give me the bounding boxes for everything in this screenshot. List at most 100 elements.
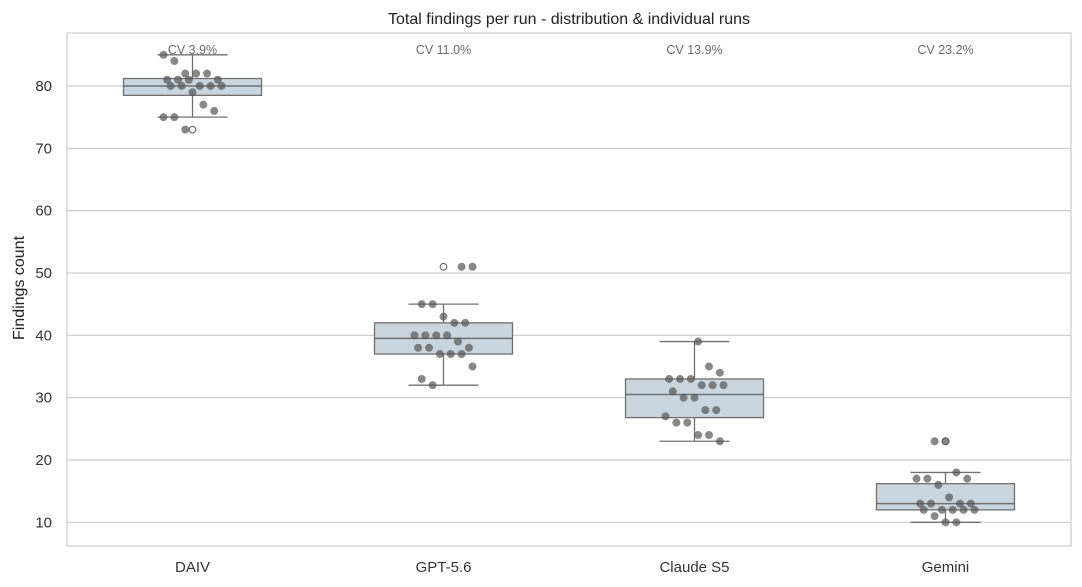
outlier-marker bbox=[439, 262, 448, 271]
run-point bbox=[679, 393, 688, 402]
run-point bbox=[170, 57, 179, 66]
run-point bbox=[457, 350, 466, 359]
run-point bbox=[206, 81, 215, 90]
run-point bbox=[468, 362, 477, 371]
run-point bbox=[694, 431, 703, 440]
run-point bbox=[912, 474, 921, 483]
box-claude-s5 bbox=[624, 340, 765, 442]
y-axis-label: Findings count bbox=[11, 235, 28, 340]
y-axis-ticks: 10 20 30 40 50 60 70 80 bbox=[35, 78, 52, 531]
run-point bbox=[417, 300, 426, 309]
run-point bbox=[665, 374, 674, 383]
run-point bbox=[184, 75, 193, 84]
grid-lines bbox=[67, 85, 1071, 523]
y-tick-label: 70 bbox=[35, 140, 52, 157]
run-point bbox=[464, 343, 473, 352]
run-point bbox=[457, 262, 466, 271]
run-point bbox=[203, 69, 211, 78]
run-point bbox=[956, 499, 964, 508]
run-point bbox=[439, 312, 448, 321]
run-point bbox=[719, 381, 728, 390]
run-point bbox=[454, 337, 462, 346]
run-point bbox=[686, 374, 695, 383]
run-point bbox=[199, 100, 208, 109]
run-point bbox=[919, 505, 928, 514]
run-point bbox=[210, 106, 219, 115]
run-point bbox=[435, 350, 444, 359]
cv-annotations: CV 3.9% CV 11.0% CV 13.9% CV 23.2% bbox=[168, 43, 974, 57]
run-point bbox=[959, 505, 968, 514]
run-point bbox=[937, 505, 946, 514]
run-point bbox=[188, 88, 197, 97]
run-point bbox=[952, 468, 961, 477]
y-tick-label: 40 bbox=[35, 327, 52, 344]
run-point bbox=[428, 381, 437, 390]
y-tick-label: 10 bbox=[35, 514, 52, 531]
run-point bbox=[166, 81, 175, 90]
run-points bbox=[159, 50, 979, 527]
x-tick-label: DAIV bbox=[175, 559, 210, 576]
outlier-marker bbox=[188, 125, 197, 134]
run-point bbox=[177, 81, 186, 90]
plot-frame bbox=[66, 32, 1072, 547]
run-point bbox=[676, 374, 684, 383]
run-point bbox=[159, 50, 168, 59]
run-point bbox=[945, 493, 954, 502]
run-point bbox=[712, 406, 721, 415]
box-series bbox=[122, 54, 1016, 523]
chart-title: Total findings per run - distribution & … bbox=[388, 11, 750, 28]
run-point bbox=[410, 331, 419, 340]
cv-label: CV 11.0% bbox=[416, 43, 471, 57]
run-point bbox=[421, 331, 430, 340]
run-point bbox=[934, 480, 943, 489]
run-point bbox=[683, 418, 692, 427]
y-tick-label: 60 bbox=[35, 203, 52, 220]
run-point bbox=[443, 331, 452, 340]
run-point bbox=[192, 69, 201, 78]
run-point bbox=[195, 81, 204, 90]
x-tick-label: Gemini bbox=[922, 559, 970, 576]
cv-label: CV 13.9% bbox=[666, 43, 722, 57]
run-point bbox=[941, 518, 950, 527]
run-point bbox=[668, 387, 677, 396]
run-point bbox=[468, 262, 477, 271]
run-point bbox=[446, 350, 455, 359]
run-point bbox=[461, 318, 470, 327]
run-point bbox=[941, 437, 950, 446]
run-point bbox=[705, 362, 713, 371]
run-point bbox=[432, 331, 441, 340]
y-tick-label: 20 bbox=[35, 452, 52, 469]
run-point bbox=[181, 125, 190, 134]
run-point bbox=[163, 75, 172, 84]
x-axis-ticks: DAIV GPT-5.6 Claude S5 Gemini bbox=[175, 559, 969, 576]
run-point bbox=[672, 418, 681, 427]
run-point bbox=[948, 505, 957, 514]
run-point bbox=[923, 474, 932, 483]
run-point bbox=[701, 406, 710, 415]
run-point bbox=[916, 499, 925, 508]
run-point bbox=[715, 437, 724, 446]
run-point bbox=[213, 75, 222, 84]
run-point bbox=[417, 374, 426, 383]
run-point bbox=[963, 474, 972, 483]
box-gpt-5-6 bbox=[373, 262, 514, 386]
run-point bbox=[661, 412, 670, 421]
run-point bbox=[970, 505, 979, 514]
run-point bbox=[159, 113, 168, 122]
y-tick-label: 30 bbox=[35, 390, 52, 407]
x-tick-label: GPT-5.6 bbox=[416, 559, 472, 576]
run-point bbox=[690, 393, 699, 402]
run-point bbox=[450, 318, 459, 327]
run-point bbox=[170, 113, 179, 122]
run-point bbox=[217, 81, 226, 90]
run-point bbox=[428, 300, 437, 309]
run-point bbox=[694, 337, 703, 346]
run-point bbox=[425, 343, 433, 352]
cv-label: CV 3.9% bbox=[168, 43, 217, 57]
run-point bbox=[715, 368, 724, 377]
run-point bbox=[930, 437, 939, 446]
cv-label: CV 23.2% bbox=[917, 43, 973, 57]
run-point bbox=[705, 431, 713, 440]
x-tick-label: Claude S5 bbox=[659, 559, 729, 576]
